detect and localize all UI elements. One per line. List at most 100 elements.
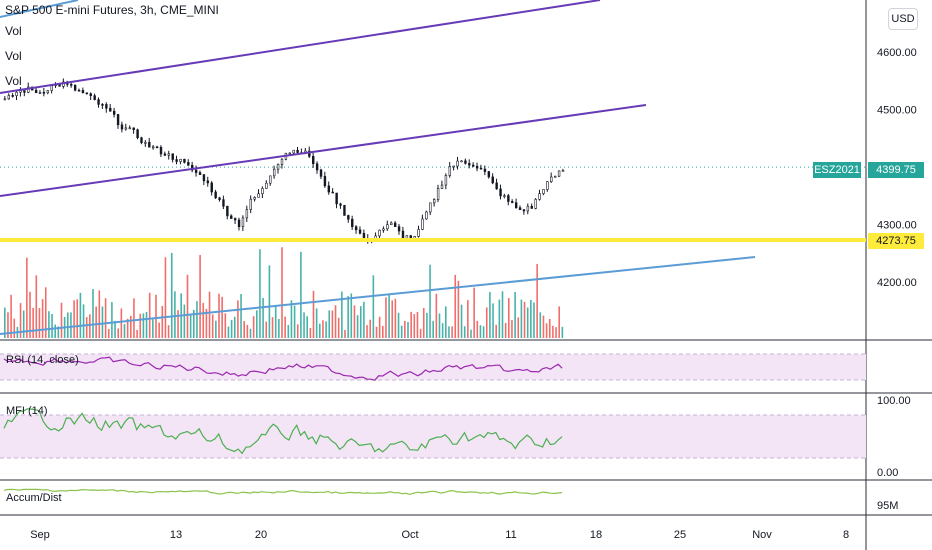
volume-bar — [353, 305, 356, 338]
support-price-tag: 4273.75 — [868, 233, 924, 249]
candle-body — [140, 137, 143, 144]
volume-bar — [51, 313, 53, 338]
vol-label-3[interactable]: Vol — [5, 74, 22, 88]
volume-bar — [22, 310, 25, 338]
volume-bar — [530, 299, 532, 338]
volume-bar — [315, 308, 318, 338]
candle-body — [58, 84, 61, 87]
volume-bar — [274, 305, 277, 338]
volume-bar — [167, 325, 170, 338]
candle-body — [144, 142, 147, 144]
candle-body — [206, 180, 210, 184]
volume-bar — [467, 300, 469, 338]
volume-bar — [479, 325, 482, 338]
volume-bar — [378, 316, 381, 338]
vol-label-1[interactable]: Vol — [5, 24, 22, 38]
candle-body — [526, 205, 530, 212]
rsi-label[interactable]: RSI (14, close) — [6, 354, 79, 366]
volume-bar — [126, 318, 129, 338]
volume-bar — [89, 314, 91, 338]
candle-body — [128, 127, 131, 130]
candle-body — [34, 89, 38, 94]
candle-body — [23, 90, 26, 93]
volume-bar — [35, 275, 38, 338]
candle-body — [191, 164, 194, 171]
candle-body — [101, 104, 104, 106]
candle-body — [280, 158, 284, 165]
volume-bar — [511, 320, 513, 338]
volume-bar — [130, 315, 132, 338]
time-axis-label: Oct — [401, 529, 418, 541]
volume-bar — [422, 308, 425, 338]
candle-body — [518, 207, 522, 211]
rsi-band — [0, 354, 866, 380]
trendline-top — [0, 0, 79, 18]
volume-bar — [397, 312, 400, 338]
volume-bar — [347, 296, 349, 338]
volume-bar — [334, 305, 337, 338]
mfi-label[interactable]: MFI (14) — [6, 405, 48, 417]
candle-body — [249, 198, 252, 210]
time-axis-label: 25 — [674, 529, 686, 541]
volume-bar — [300, 251, 302, 338]
volume-bar — [174, 291, 176, 338]
currency-button[interactable]: USD — [888, 8, 918, 30]
volume-bar — [473, 287, 475, 338]
candle-body — [272, 168, 276, 177]
time-axis-label: 18 — [590, 529, 602, 541]
volume-bar — [111, 302, 113, 338]
volume-bar — [558, 306, 560, 338]
candle-body — [109, 107, 112, 112]
volume-bar — [170, 252, 173, 338]
candle-body — [354, 226, 358, 231]
volume-bar — [101, 306, 104, 338]
volume-bar — [205, 308, 208, 338]
volume-bar — [284, 316, 286, 338]
volume-bar — [145, 311, 148, 338]
candle-body — [148, 142, 151, 148]
candle-body — [499, 188, 502, 197]
candle-body — [265, 182, 268, 189]
candle-body — [542, 189, 545, 194]
candle-body — [136, 129, 139, 138]
candle-body — [89, 93, 92, 96]
volume-bar — [542, 315, 545, 338]
candle-body — [347, 215, 350, 220]
volume-bar — [237, 300, 239, 338]
volume-bar — [158, 322, 160, 338]
candle-body — [77, 89, 81, 92]
volume-bar — [325, 321, 327, 338]
candle-body — [479, 167, 483, 170]
volume-bar — [413, 314, 416, 338]
volume-bar — [426, 312, 428, 338]
volume-bar — [230, 319, 233, 338]
volume-bar — [208, 291, 211, 338]
candle-body — [393, 222, 397, 227]
volume-bar — [13, 318, 16, 338]
candle-body — [296, 149, 299, 153]
volume-bar — [287, 325, 290, 338]
candle-body — [448, 166, 452, 176]
volume-bar — [95, 306, 97, 338]
volume-bar — [221, 296, 223, 338]
volume-bar — [457, 280, 460, 338]
volume-bar — [520, 299, 523, 338]
volume-bar — [359, 306, 362, 338]
candle-body — [456, 160, 459, 167]
candle-body — [179, 158, 182, 162]
volume-bar — [186, 274, 189, 338]
candle-body — [487, 171, 491, 178]
volume-bar — [460, 304, 463, 338]
ad-label[interactable]: Accum/Dist — [6, 492, 62, 504]
candle-body — [159, 147, 163, 155]
candle-body — [429, 202, 432, 213]
candle-body — [230, 215, 233, 219]
volume-bar — [482, 326, 485, 338]
volume-bar — [177, 310, 179, 338]
vol-label-2[interactable]: Vol — [5, 49, 22, 63]
volume-bar — [139, 313, 142, 338]
ad-axis-label: 95M — [877, 500, 898, 512]
candle-body — [257, 193, 260, 198]
candle-body — [538, 193, 541, 200]
